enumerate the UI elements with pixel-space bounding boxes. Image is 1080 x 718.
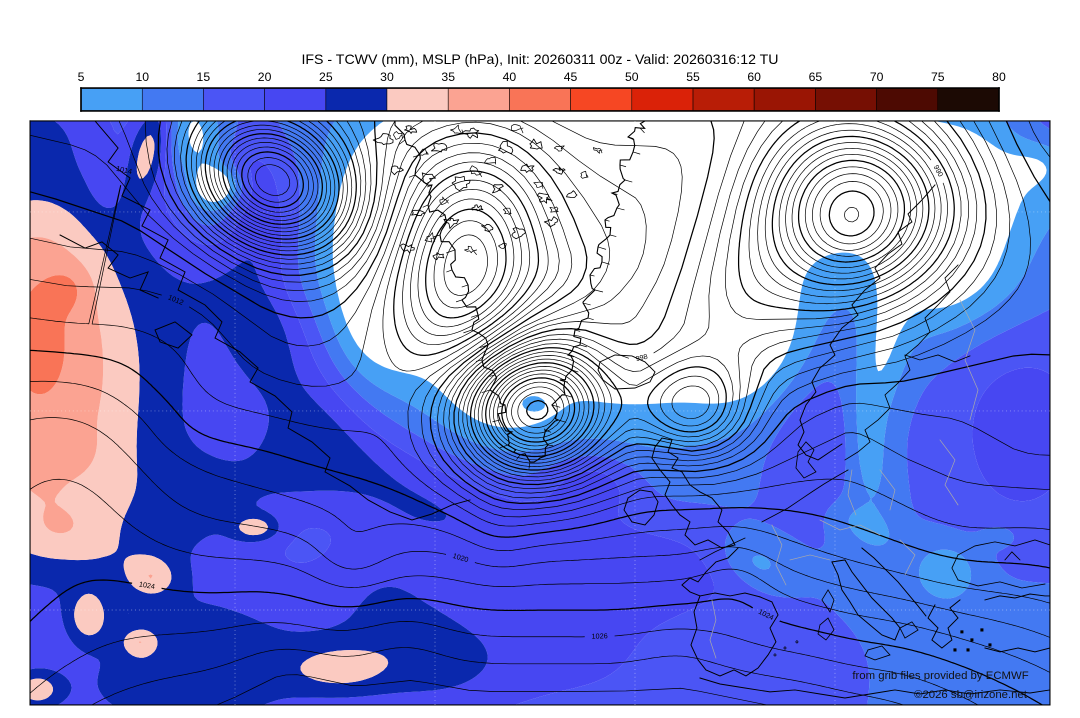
svg-text:1020: 1020 [452, 551, 470, 564]
svg-text:45: 45 [564, 70, 578, 84]
svg-text:IFS - TCWV (mm), MSLP (hPa), I: IFS - TCWV (mm), MSLP (hPa), Init: 20260… [301, 52, 778, 68]
svg-text:65: 65 [809, 70, 823, 84]
svg-text:25: 25 [319, 70, 333, 84]
svg-text:1026: 1026 [591, 631, 607, 640]
svg-text:1024: 1024 [138, 579, 155, 591]
svg-text:20: 20 [258, 70, 272, 84]
svg-text:from grib files provided by EC: from grib files provided by ECMWF [852, 670, 1028, 682]
svg-text:60: 60 [747, 70, 761, 84]
svg-text:35: 35 [441, 70, 455, 84]
svg-text:990: 990 [932, 163, 946, 178]
svg-text:40: 40 [503, 70, 517, 84]
svg-text:80: 80 [992, 70, 1006, 84]
svg-text:5: 5 [78, 70, 85, 84]
svg-text:70: 70 [870, 70, 884, 84]
svg-text:1014: 1014 [115, 164, 133, 176]
svg-text:55: 55 [686, 70, 700, 84]
svg-text:©2026 sb@irizone.net: ©2026 sb@irizone.net [914, 689, 1028, 701]
svg-text:998: 998 [635, 352, 649, 364]
svg-text:15: 15 [197, 70, 211, 84]
svg-text:50: 50 [625, 70, 639, 84]
svg-text:75: 75 [931, 70, 945, 84]
svg-text:10: 10 [135, 70, 149, 84]
svg-text:30: 30 [380, 70, 394, 84]
